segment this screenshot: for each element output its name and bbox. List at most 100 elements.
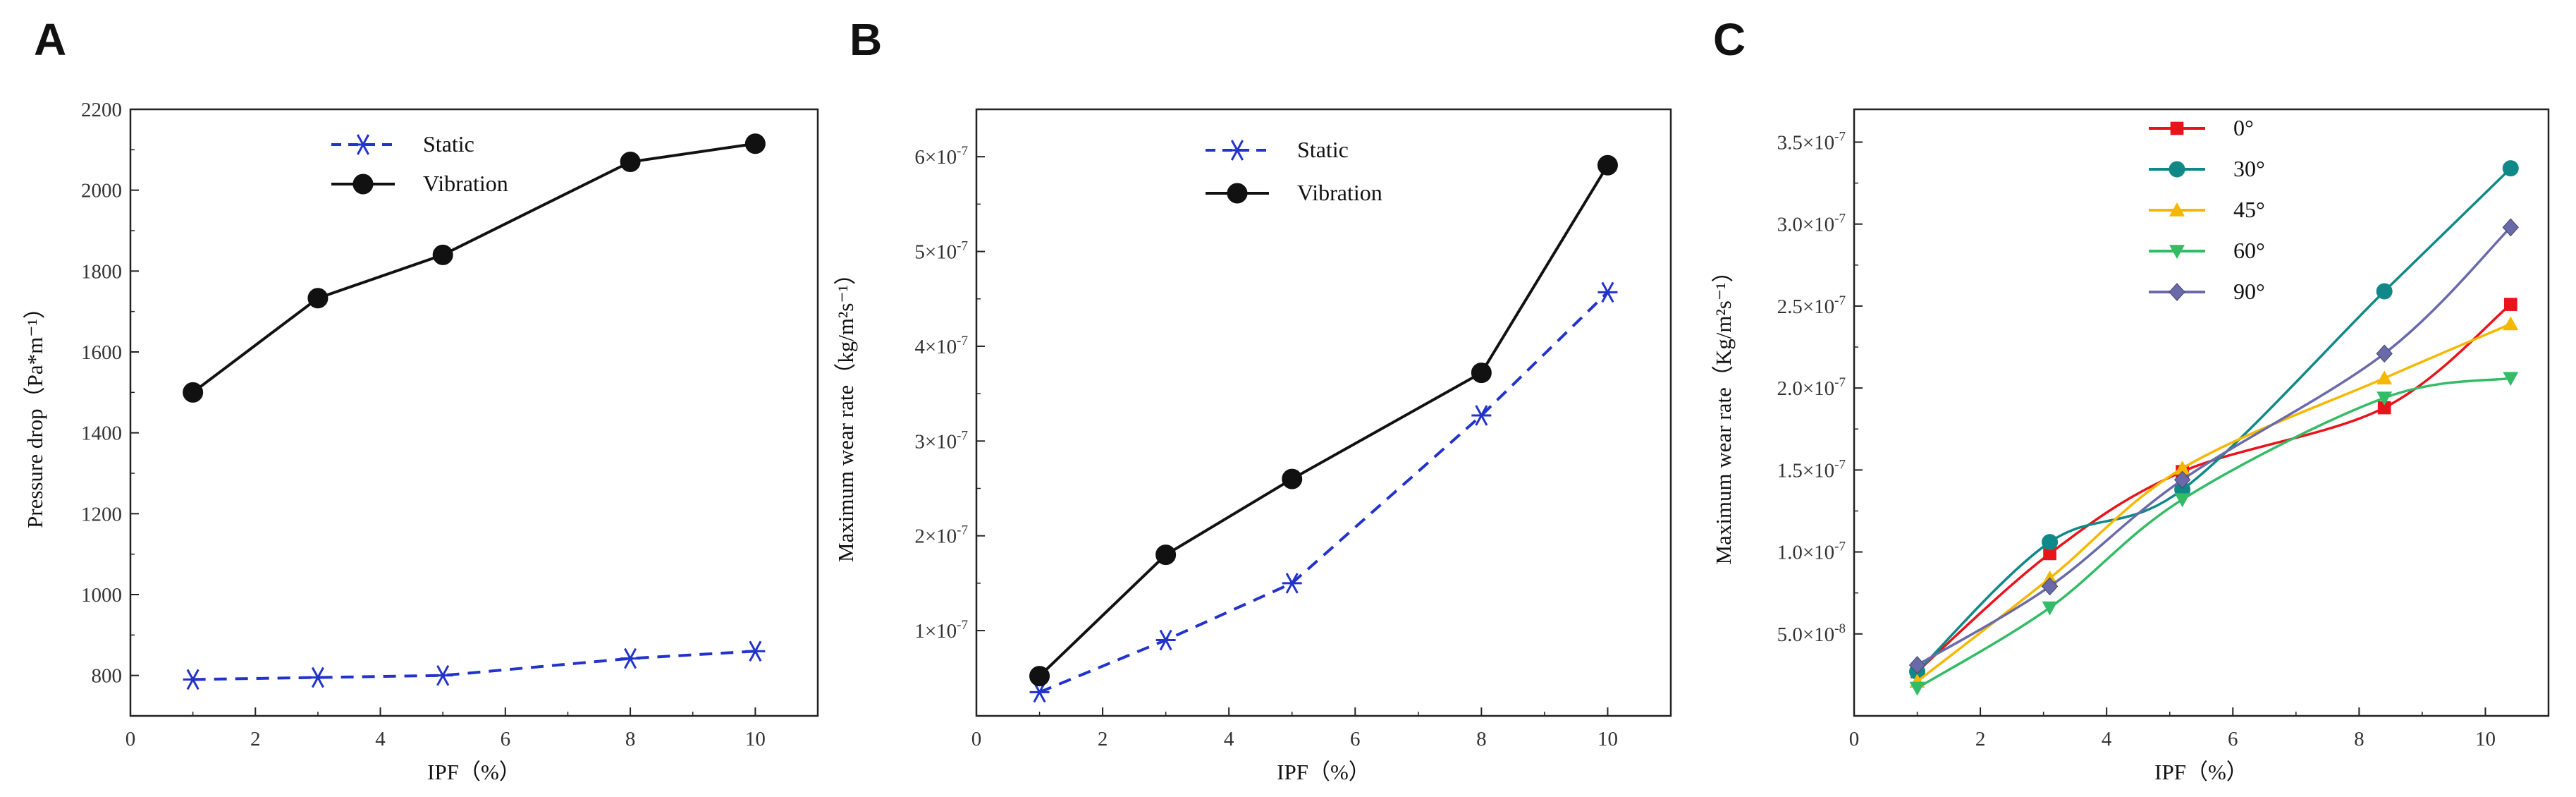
legend-label: Static — [1297, 137, 1349, 162]
data-point — [307, 288, 329, 309]
x-axis-label: IPF（%） — [2154, 760, 2248, 784]
y-tick-label: 1600 — [81, 341, 122, 364]
x-tick-label: 8 — [625, 728, 636, 750]
series-line — [1038, 164, 1609, 678]
data-point — [2174, 493, 2190, 508]
series-line — [1916, 167, 2512, 673]
y-tick-label: 5×10-7 — [914, 239, 968, 264]
x-tick-label: 10 — [745, 728, 766, 750]
y-tick-label: 1.5×10-7 — [1777, 457, 1846, 482]
legend-marker — [352, 174, 374, 195]
data-point — [1282, 468, 1303, 489]
legend-label: Vibration — [1297, 180, 1382, 205]
chart-panel-b: B 0 2 4 6 8 10 1×10-7 2×10-7 3×10-7 4×10-7 5×10-7 6×… — [833, 14, 1672, 784]
y-tick-label: 2×10-7 — [914, 523, 968, 548]
data-point — [1155, 544, 1177, 566]
y-tick-label: 2.5×10-7 — [1777, 293, 1846, 318]
plot-frame — [975, 108, 1672, 717]
legend-label: 0° — [2233, 115, 2254, 140]
data-point — [433, 664, 453, 686]
data-point — [2376, 370, 2393, 384]
data-point — [2376, 283, 2393, 300]
y-axis-label: Maximum wear rate（Kg/m²s⁻¹） — [1711, 261, 1736, 565]
series-line — [1038, 291, 1609, 694]
x-tick-label: 0 — [125, 728, 136, 750]
y-axis-label: Pressure drop（Pa*m⁻¹） — [23, 297, 47, 528]
legend-marker — [2170, 121, 2184, 135]
y-tick-label: 4×10-7 — [914, 334, 968, 358]
series-line — [1916, 226, 2512, 667]
series-static — [1029, 281, 1618, 703]
y-tick-label: 1400 — [81, 422, 122, 445]
data-point — [1597, 281, 1618, 303]
x-tick-label: 0 — [971, 728, 982, 750]
data-point — [1908, 656, 1926, 674]
y-tick-label: 1800 — [81, 260, 122, 283]
data-point — [183, 669, 203, 690]
x-tick-label: 6 — [1350, 728, 1361, 750]
y-tick-label: 6×10-7 — [914, 144, 968, 169]
data-point — [1155, 629, 1176, 651]
y-tick-label: 2200 — [81, 99, 122, 121]
legend-marker — [1227, 140, 1247, 161]
panel-letter: A — [34, 14, 66, 65]
data-point — [1597, 154, 1618, 176]
data-point — [183, 382, 204, 403]
x-tick-label: 2 — [1098, 728, 1108, 750]
panel-letter: C — [1713, 14, 1746, 65]
x-tick-label: 10 — [2475, 728, 2496, 750]
legend-marker — [353, 134, 373, 155]
legend-marker — [2169, 245, 2185, 259]
x-tick-label: 4 — [1224, 728, 1234, 750]
x-axis-label: IPF（%） — [1277, 760, 1370, 784]
legend-label: Static — [423, 131, 474, 157]
series-line — [1916, 377, 2511, 689]
legend-marker — [2169, 161, 2185, 178]
x-tick-label: 4 — [2102, 728, 2112, 750]
legend-label: 45° — [2233, 197, 2265, 222]
x-axis-label: IPF（%） — [427, 760, 521, 784]
series-60 — [1909, 372, 2519, 696]
data-point — [2173, 470, 2191, 489]
y-tick-label: 1000 — [81, 584, 122, 607]
y-tick-label: 3×10-7 — [914, 428, 968, 453]
x-tick-label: 2 — [250, 728, 261, 750]
x-tick-label: 8 — [2354, 728, 2365, 750]
y-tick-label: 1×10-7 — [914, 618, 968, 643]
data-point — [1029, 666, 1050, 687]
legend-label: 60° — [2233, 238, 2265, 263]
y-tick-label: 3.5×10-7 — [1777, 129, 1846, 154]
data-point — [2503, 298, 2517, 311]
x-tick-label: 6 — [501, 728, 511, 750]
y-tick-label: 3.0×10-7 — [1777, 212, 1846, 236]
data-point — [2376, 344, 2393, 363]
y-tick-label: 2000 — [81, 180, 122, 202]
data-point — [2377, 401, 2391, 415]
legend-marker — [2169, 202, 2185, 217]
x-tick-label: 2 — [1975, 728, 1986, 750]
series-0 — [1910, 298, 2517, 679]
data-point — [2503, 316, 2519, 331]
data-point — [2042, 601, 2058, 616]
data-point — [307, 667, 328, 688]
legend-label: 30° — [2233, 156, 2265, 181]
series-30 — [1909, 160, 2519, 680]
data-point — [620, 647, 641, 669]
data-point — [2174, 461, 2190, 475]
series-vibration — [183, 133, 766, 403]
y-tick-label: 2.0×10-7 — [1777, 375, 1846, 400]
data-point — [2376, 391, 2393, 406]
data-point — [1282, 573, 1302, 594]
y-tick-label: 5.0×10-8 — [1777, 621, 1846, 646]
y-tick-label: 1200 — [81, 503, 122, 525]
x-tick-label: 0 — [1849, 728, 1860, 750]
legend-marker — [1227, 183, 1248, 204]
data-point — [745, 640, 766, 662]
legend-marker — [2169, 283, 2185, 301]
x-tick-label: 6 — [2228, 728, 2238, 750]
data-point — [432, 244, 453, 265]
chart-panel-a: A 0 2 4 6 8 10 800 1000 1200 1400 1600 1800 2000 2200 I… — [23, 14, 819, 784]
y-tick-label: 800 — [92, 665, 123, 688]
y-tick-label: 1.0×10-7 — [1777, 540, 1846, 564]
